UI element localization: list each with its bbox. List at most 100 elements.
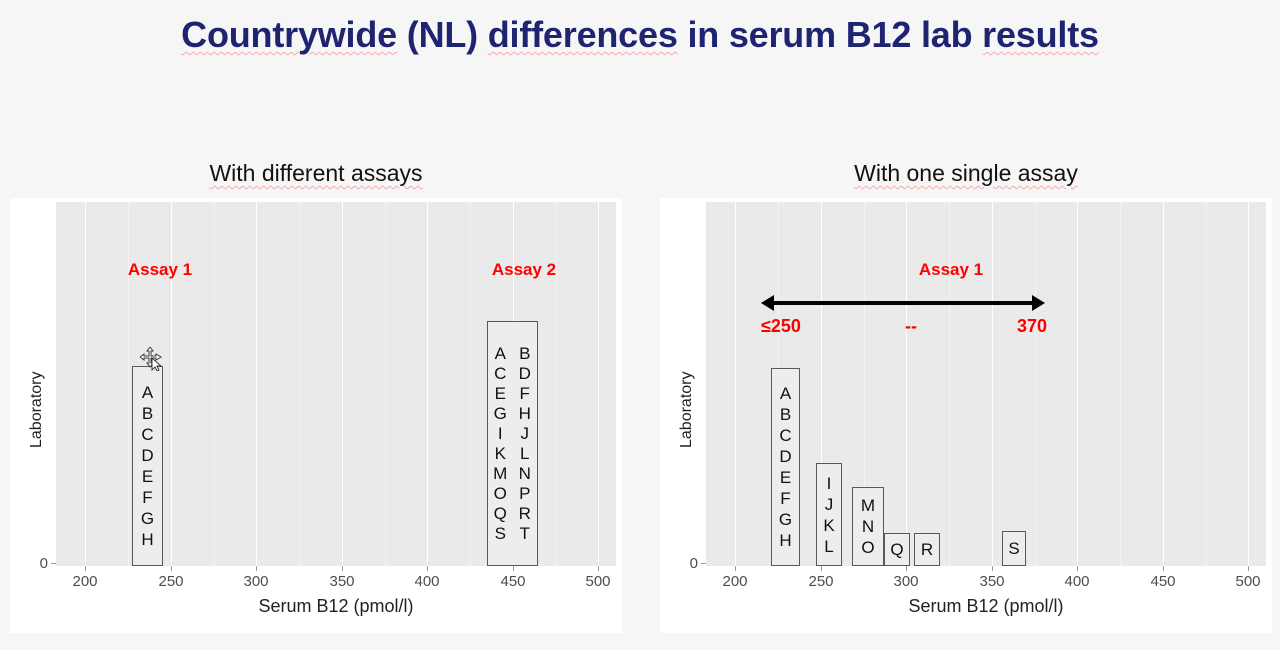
gridline-minor-425 [470,202,471,566]
left-x-tick-mark-200 [85,566,86,571]
cutoff-mid-label: -- [905,316,917,336]
letter-cell: L [824,536,834,556]
letter-cell: A [141,383,154,402]
range-arrow-line [774,301,1032,305]
letter-row: D [133,445,162,466]
letter-cell: C [141,425,154,444]
left-y-tick-mark [51,563,56,564]
left-x-tick-mark-500 [598,566,599,571]
letter-cell: Q [493,504,507,523]
letter-cell: G [778,510,793,529]
cutoff-low-label: ≤250 [761,316,801,336]
right-bar-r[interactable]: R [914,533,940,566]
title-part-0: Countrywide [181,14,397,55]
right-x-tick-200: 200 [722,573,748,590]
right-x-tick-mark-350 [992,566,993,571]
right-x-tick-300: 300 [893,573,919,590]
letter-row: N [853,516,883,537]
letter-cell: H [518,404,531,423]
letter-cell: J [824,494,834,514]
letter-row: S [1003,538,1025,559]
letter-row: E [133,466,162,487]
gridline-500 [598,202,599,566]
title-part-1: (NL) [396,14,488,55]
right-y-tick-mark [701,563,706,564]
letter-cell: B [519,344,531,363]
right-assay-1-label: Assay 1 [918,260,984,279]
right-x-tick-350: 350 [979,573,1005,590]
right-x-tick-mark-400 [1077,566,1078,571]
gridline-400 [1077,202,1078,566]
letter-row: A [772,383,799,404]
left-bar-assay1[interactable]: A B C D E F G H [132,366,163,566]
letter-cell: H [141,530,154,549]
gridline-minor-375 [385,202,386,566]
letter-cell: K [823,515,835,535]
right-x-tick-mark-450 [1163,566,1164,571]
right-x-tick-450: 450 [1150,573,1176,590]
letter-row: F [133,487,162,508]
left-x-tick-mark-250 [171,566,172,571]
letter-cell: M [860,496,876,515]
letter-cell: C [779,426,792,445]
letter-row: D [772,446,799,467]
letter-cell: N [861,517,875,536]
gridline-400 [427,202,428,566]
right-bar-mno[interactable]: M N O [852,487,884,566]
letter-cell: S [494,524,506,543]
left-subtitle-text: With different assays [209,160,423,186]
left-x-tick-mark-350 [342,566,343,571]
letter-cell: G [140,509,155,528]
gridline-minor-325 [949,202,950,566]
letter-row: J [817,494,841,515]
left-x-tick-200: 200 [72,573,98,590]
gridline-minor-275 [864,202,865,566]
right-x-tick-400: 400 [1064,573,1090,590]
left-x-tick-mark-450 [513,566,514,571]
right-subtitle-text: With one single assay [854,160,1078,186]
letter-row: B [133,403,162,424]
right-bar-q[interactable]: Q [884,533,910,566]
right-bar-s[interactable]: S [1002,531,1026,566]
left-assay-1-label: Assay 1 [127,260,193,279]
page-title: Countrywide (NL) differences in serum B1… [0,14,1280,56]
letter-cell: O [861,538,875,557]
right-bar-ijkl[interactable]: I J K L [816,463,842,566]
letter-cell: E [141,467,154,486]
letter-cell: B [141,404,154,423]
gridline-minor-325 [299,202,300,566]
left-chart-subtitle: With different assays [10,160,622,187]
letter-cell: Q [890,540,904,559]
letter-cell: R [920,540,934,559]
range-arrow-head-right [1032,295,1045,311]
letter-row: K [817,515,841,536]
letter-cell: N [518,464,531,483]
letter-cell: E [494,384,506,403]
title-part-2: differences [487,14,678,55]
letter-row: H [133,529,162,550]
right-x-tick-mark-200 [735,566,736,571]
letter-row: M [853,495,883,516]
cutoff-high-label: 370 [1016,316,1048,336]
gridline-200 [735,202,736,566]
letter-cell: A [779,384,792,403]
right-bar-abcdefgh[interactable]: A B C D E F G H [771,368,800,566]
left-x-tick-450: 450 [500,573,526,590]
left-x-tick-mark-400 [427,566,428,571]
gridline-250 [821,202,822,566]
letter-cell: I [497,424,503,443]
right-chart-subtitle: With one single assay [660,160,1272,187]
gridline-300 [906,202,907,566]
right-chart-card: Laboratory 0 Assay 1 ≤250 -- 370 A B C D [660,198,1272,633]
left-y-tick-0: 0 [39,555,48,572]
letter-row: B [772,404,799,425]
letter-cell: P [519,484,531,503]
